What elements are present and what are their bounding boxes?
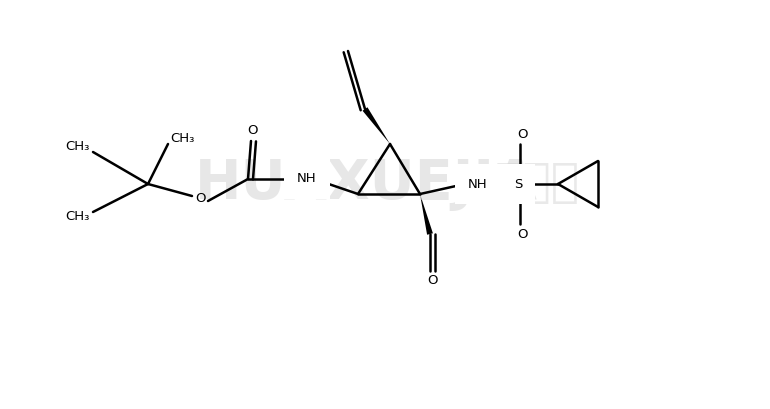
Text: NH: NH [297, 173, 316, 186]
Polygon shape [363, 107, 390, 144]
Text: O: O [195, 193, 206, 205]
Text: HUAXUEJIA: HUAXUEJIA [195, 157, 538, 211]
Text: O: O [517, 128, 527, 141]
Polygon shape [420, 194, 433, 235]
Text: CH₃: CH₃ [65, 141, 89, 153]
Text: NH: NH [468, 178, 488, 191]
Text: O: O [428, 274, 438, 288]
Text: CH₃: CH₃ [170, 133, 194, 146]
Text: CH₃: CH₃ [65, 211, 89, 223]
Text: O: O [248, 124, 258, 137]
Text: 化学加: 化学加 [495, 162, 580, 207]
Text: S: S [514, 178, 522, 191]
Text: O: O [517, 227, 527, 240]
